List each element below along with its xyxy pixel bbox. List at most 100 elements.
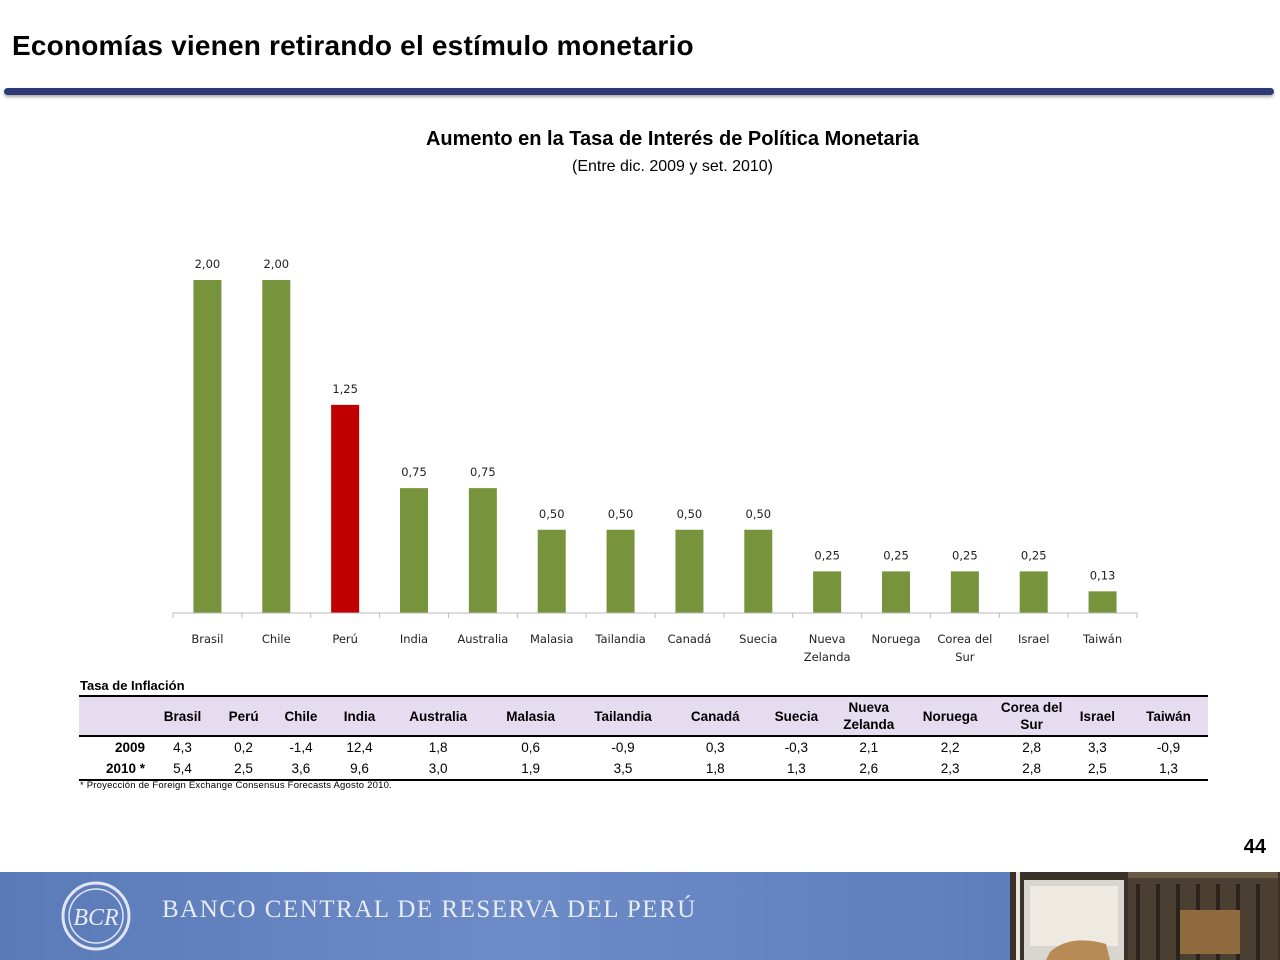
bar-suecia <box>744 529 773 613</box>
table-cell: 2,5 <box>234 761 253 776</box>
slide-title: Economías vienen retirando el estímulo m… <box>12 30 694 61</box>
data-label-corea-del-sur: 0,25 <box>952 548 978 562</box>
table-cell: 3,6 <box>291 761 311 776</box>
table-cell: 2,3 <box>940 761 960 776</box>
bar-nueva-zelanda <box>813 571 842 613</box>
x-tick-label-tailandia: Tailandia <box>594 632 645 646</box>
table-row: 2010 * 5,4 2,5 3,6 9,6 3,0 1,9 3,5 1,8 1,3 2,6 2,3 2… <box>79 758 1208 780</box>
column-header: Australia <box>388 696 489 736</box>
data-label-noruega: 0,25 <box>883 548 909 562</box>
table-cell: 3,3 <box>1087 740 1107 755</box>
x-tick-label-israel: Israel <box>1018 632 1049 646</box>
data-label-nueva-zelanda: 0,25 <box>814 548 840 562</box>
table-cell: 1,8 <box>705 761 725 776</box>
bar-canada <box>675 529 704 613</box>
table-cell: -0,9 <box>611 740 635 755</box>
bar-india <box>400 488 428 613</box>
bar-israel <box>1019 571 1048 613</box>
table-cell: 2,6 <box>859 761 879 776</box>
table-footnote: * Proyección de Foreign Exchange Consens… <box>80 780 392 791</box>
bar-noruega <box>882 571 910 613</box>
x-tick-label-malasia: Malasia <box>530 632 573 646</box>
row-label: 2010 * <box>105 761 145 776</box>
data-label-suecia: 0,50 <box>745 507 771 521</box>
data-label-israel: 0,25 <box>1021 548 1047 562</box>
data-label-brasil: 2,00 <box>195 257 221 271</box>
x-tick-label-suecia: Suecia <box>739 632 777 646</box>
chart-subtitle: (Entre dic. 2009 y set. 2010) <box>572 158 773 175</box>
data-label-peru: 1,25 <box>332 382 358 396</box>
data-label-australia: 0,75 <box>470 465 496 479</box>
table-cell: 9,6 <box>350 761 369 776</box>
table-cell: 3,0 <box>428 761 448 776</box>
table-cell: 4,3 <box>173 740 192 755</box>
data-label-canada: 0,50 <box>677 507 703 521</box>
page-number: 44 <box>1243 836 1266 858</box>
table-cell: 1,8 <box>428 740 448 755</box>
table-cell: 3,5 <box>613 761 633 776</box>
table-cell: 0,2 <box>234 740 253 755</box>
x-tick-label-chile: Chile <box>262 632 291 646</box>
footer-banner: BCR BANCO CENTRAL DE RESERVA DEL PERÚ <box>0 872 1280 960</box>
table-cell: 2,1 <box>859 740 879 755</box>
museum-photo <box>1010 872 1280 960</box>
table-cell: -0,3 <box>784 740 808 755</box>
chart-title: Aumento en la Tasa de Interés de Polític… <box>425 128 920 150</box>
x-tick-label-canada: Canadá <box>668 632 712 646</box>
bar-corea-del-sur <box>950 571 979 613</box>
bcrp-logo: BCR <box>61 881 131 951</box>
column-header: India <box>330 696 389 736</box>
x-tick-label-taiwan: Taiwán <box>1082 632 1122 646</box>
table-cell: 2,2 <box>940 740 960 755</box>
column-header: Perú <box>216 696 272 736</box>
data-label-tailandia: 0,50 <box>608 507 634 521</box>
row-label: 2009 <box>114 740 145 755</box>
x-tick-label-india: India <box>400 632 428 646</box>
column-header: Brasil <box>149 696 217 736</box>
column-header: Chile <box>271 696 331 736</box>
bar-chart: 2,00 Brasil 2,00 Chile 1,25 Perú 0,75 India 0,75… <box>172 257 1138 664</box>
table-cell: -1,4 <box>289 740 313 755</box>
column-header: Nueva Zelanda <box>834 696 903 736</box>
logo-text: BCR <box>73 905 119 931</box>
table-cell: 2,5 <box>1087 761 1107 776</box>
column-header: Tailandia <box>573 696 673 736</box>
table-cell: -0,9 <box>1156 740 1181 755</box>
bar-tailandia <box>606 529 635 613</box>
data-label-malasia: 0,50 <box>539 507 565 521</box>
column-header: Israel <box>1065 696 1130 736</box>
bar-brasil <box>193 280 222 613</box>
bar-chile <box>262 280 291 613</box>
x-tick-label-nueva-zelanda: Nueva Zelanda <box>804 632 851 664</box>
data-label-india: 0,75 <box>401 465 427 479</box>
table-cell: 12,4 <box>346 740 373 755</box>
data-label-chile: 2,00 <box>263 257 289 271</box>
bar-taiwan <box>1088 591 1117 613</box>
column-header: Taiwán <box>1129 696 1208 736</box>
x-tick-label-australia: Australia <box>457 632 508 646</box>
table-cell: 5,4 <box>173 761 192 776</box>
inflation-table-title: Tasa de Inflación <box>80 678 185 693</box>
table-cell: 0,3 <box>705 740 725 755</box>
table-corner-cell <box>79 696 149 736</box>
table-header-row: Brasil Perú Chile India Australia Malasia Tail… <box>79 696 1208 736</box>
table-cell: 2,8 <box>1022 761 1042 776</box>
column-header: Suecia <box>757 696 835 736</box>
column-header: Corea del Sur <box>997 696 1066 736</box>
column-header: Noruega <box>902 696 998 736</box>
table-cell: 1,9 <box>521 761 541 776</box>
table-cell: 0,6 <box>521 740 541 755</box>
column-header: Malasia <box>488 696 574 736</box>
table-cell: 2,8 <box>1022 740 1042 755</box>
x-tick-label-peru: Perú <box>332 632 358 646</box>
title-divider <box>4 88 1274 95</box>
column-header: Canadá <box>672 696 758 736</box>
bar-malasia <box>537 529 566 613</box>
bar-peru <box>331 404 360 613</box>
inflation-table: Brasil Perú Chile India Australia Malasia Tail… <box>79 695 1208 781</box>
bank-name: BANCO CENTRAL DE RESERVA DEL PERÚ <box>162 896 697 923</box>
bar-australia <box>468 488 497 613</box>
x-tick-label-corea-del-sur: Corea del Sur <box>937 632 992 664</box>
table-cell: 1,3 <box>1159 761 1178 776</box>
x-tick-label-brasil: Brasil <box>191 632 223 646</box>
